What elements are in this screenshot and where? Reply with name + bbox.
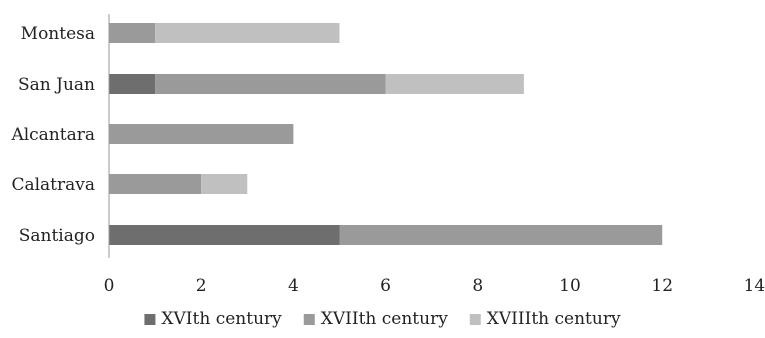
bar-santiago-series-1 (109, 225, 340, 245)
bar-alcantara-series-2 (109, 124, 294, 144)
legend-swatch (144, 314, 156, 325)
y-tick-label: Alcantara (10, 125, 95, 145)
bar-santiago-series-2 (339, 225, 663, 245)
x-tick-label: 10 (559, 276, 581, 296)
x-tick-labels: 0 2 4 6 8 10 12 14 (104, 276, 765, 296)
bars-layer (109, 23, 663, 245)
legend-item: XVIIth century (303, 309, 448, 329)
y-tick-label: Montesa (21, 24, 95, 44)
legend-label: XVIth century (161, 309, 282, 329)
x-tick-label: 4 (288, 276, 299, 296)
y-tick-labels: Santiago Calatrava Alcantara San Juan Montes… (10, 24, 95, 246)
x-tick-label: 2 (196, 276, 207, 296)
bar-san-juan-series-1 (109, 74, 156, 94)
bar-san-juan-series-3 (385, 74, 524, 94)
legend-swatch (303, 314, 315, 325)
bar-calatrava-series-2 (109, 174, 202, 194)
legend: XVIth century XVIIth century XVIIIth centu… (144, 309, 621, 329)
legend-item: XVIIIth century (469, 309, 621, 329)
bar-montesa-series-3 (155, 23, 340, 43)
x-tick-label: 0 (104, 276, 115, 296)
legend-label: XVIIth century (321, 309, 448, 329)
y-tick-label: San Juan (18, 75, 95, 95)
y-tick-label: Calatrava (11, 175, 95, 195)
legend-item: XVIth century (144, 309, 282, 329)
x-tick-label: 12 (651, 276, 673, 296)
x-tick-label: 6 (380, 276, 391, 296)
legend-label: XVIIIth century (487, 309, 621, 329)
bar-montesa-series-2 (109, 23, 156, 43)
y-tick-label: Santiago (19, 226, 95, 246)
legend-swatch (469, 314, 481, 325)
x-tick-label: 8 (472, 276, 483, 296)
bar-calatrava-series-3 (201, 174, 248, 194)
x-tick-label: 14 (744, 276, 765, 296)
bar-san-juan-series-2 (155, 74, 386, 94)
